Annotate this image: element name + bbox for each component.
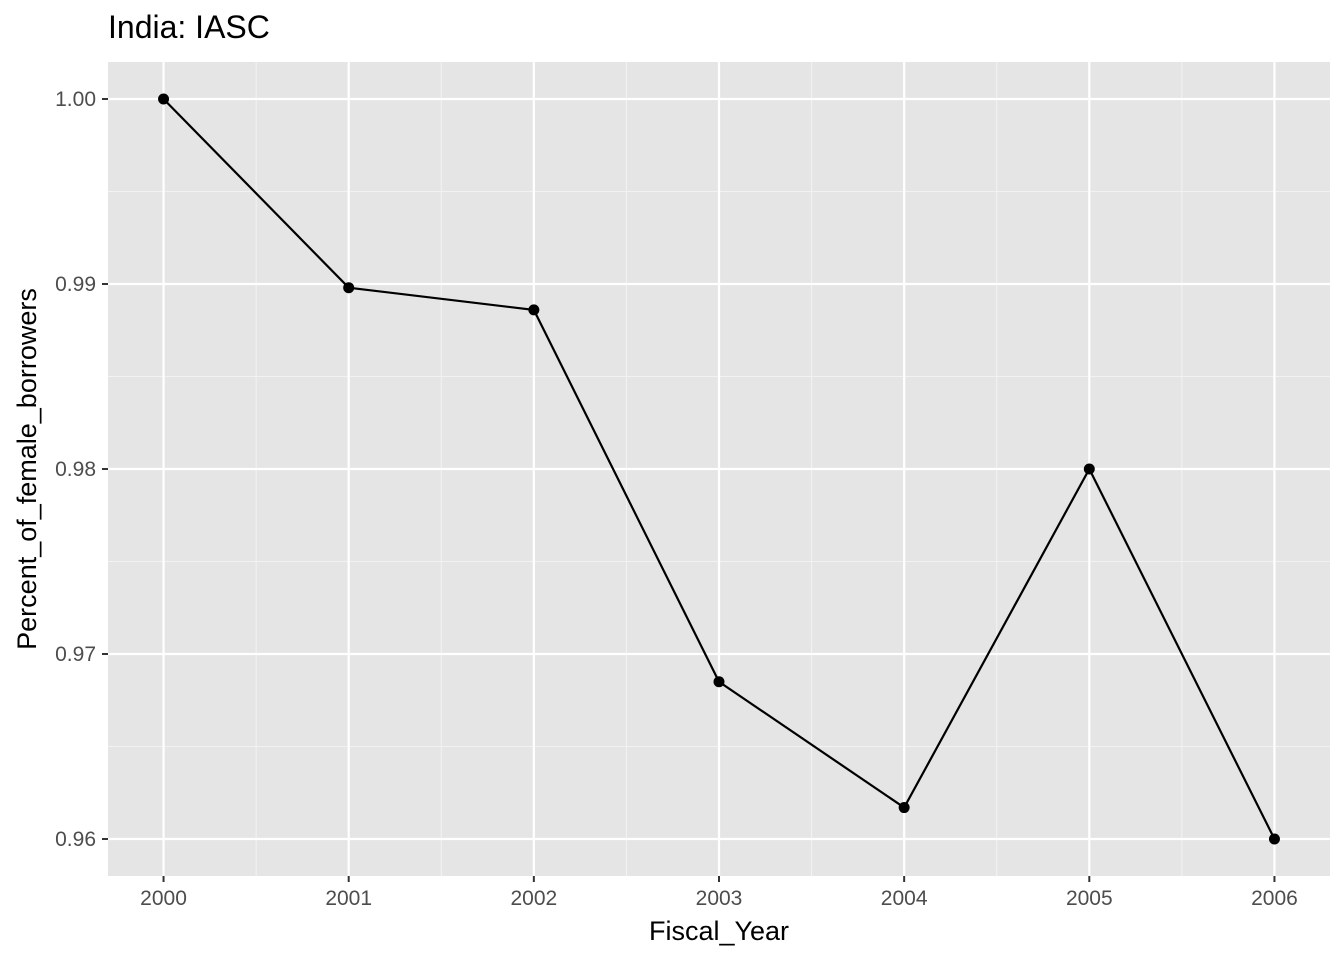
x-tick-label: 2006 xyxy=(1251,887,1298,910)
x-tick-label: 2000 xyxy=(140,887,187,910)
axis-ticks xyxy=(102,98,1276,882)
y-tick-label: 0.97 xyxy=(55,643,96,666)
x-tick-label: 2005 xyxy=(1066,887,1113,910)
x-tick-label: 2002 xyxy=(510,887,557,910)
data-point xyxy=(343,282,355,294)
data-point xyxy=(713,676,725,688)
data-point xyxy=(898,802,910,814)
data-points xyxy=(158,93,1280,845)
y-tick-label: 0.96 xyxy=(55,828,96,851)
data-point xyxy=(528,304,540,316)
y-tick-label: 0.98 xyxy=(55,458,96,481)
x-tick-label: 2001 xyxy=(325,887,372,910)
x-tick-label: 2004 xyxy=(881,887,928,910)
data-point xyxy=(1268,833,1280,845)
x-tick-label: 2003 xyxy=(696,887,743,910)
chart-title: India: IASC xyxy=(108,9,270,45)
x-axis-tick-labels: 2000 2001 2002 2003 2004 2005 2006 xyxy=(140,887,1298,910)
x-axis-title: Fiscal_Year xyxy=(649,916,789,946)
data-point xyxy=(1083,463,1095,475)
y-tick-label: 1.00 xyxy=(55,88,96,111)
y-axis-tick-labels: 0.96 0.97 0.98 0.99 1.00 xyxy=(55,88,96,851)
y-tick-label: 0.99 xyxy=(55,273,96,296)
data-point xyxy=(158,93,170,105)
major-gridlines xyxy=(108,62,1330,876)
y-axis-title: Percent_of_female_borrowers xyxy=(12,288,42,650)
